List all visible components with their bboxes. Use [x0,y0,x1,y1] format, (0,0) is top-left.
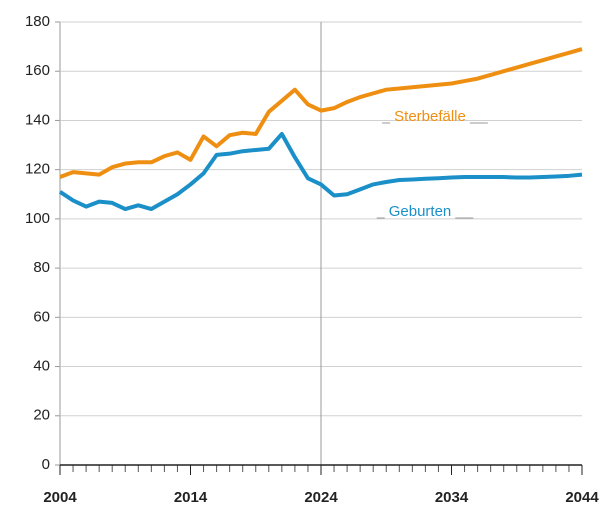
y-tick-label: 80 [33,259,50,276]
y-tick-label: 160 [25,62,50,79]
y-tick-label: 100 [25,210,50,227]
y-tick-label: 20 [33,407,50,424]
x-tick-label: 2004 [43,489,77,506]
series-label: Sterbefälle [394,108,466,125]
y-tick-label: 40 [33,358,50,375]
y-tick-label: 60 [33,308,50,325]
series-line [58,131,583,212]
series-line [59,47,583,179]
series-label: Geburten [389,203,452,220]
y-tick-label: 0 [42,456,50,473]
x-tick-label: 2014 [174,489,208,506]
x-tick-label: 2024 [304,489,338,506]
x-tick-label: 2034 [435,489,469,506]
y-tick-label: 120 [25,161,50,178]
y-tick-label: 140 [25,111,50,128]
y-tick-label: 180 [25,13,50,30]
x-tick-label: 2044 [565,489,599,506]
